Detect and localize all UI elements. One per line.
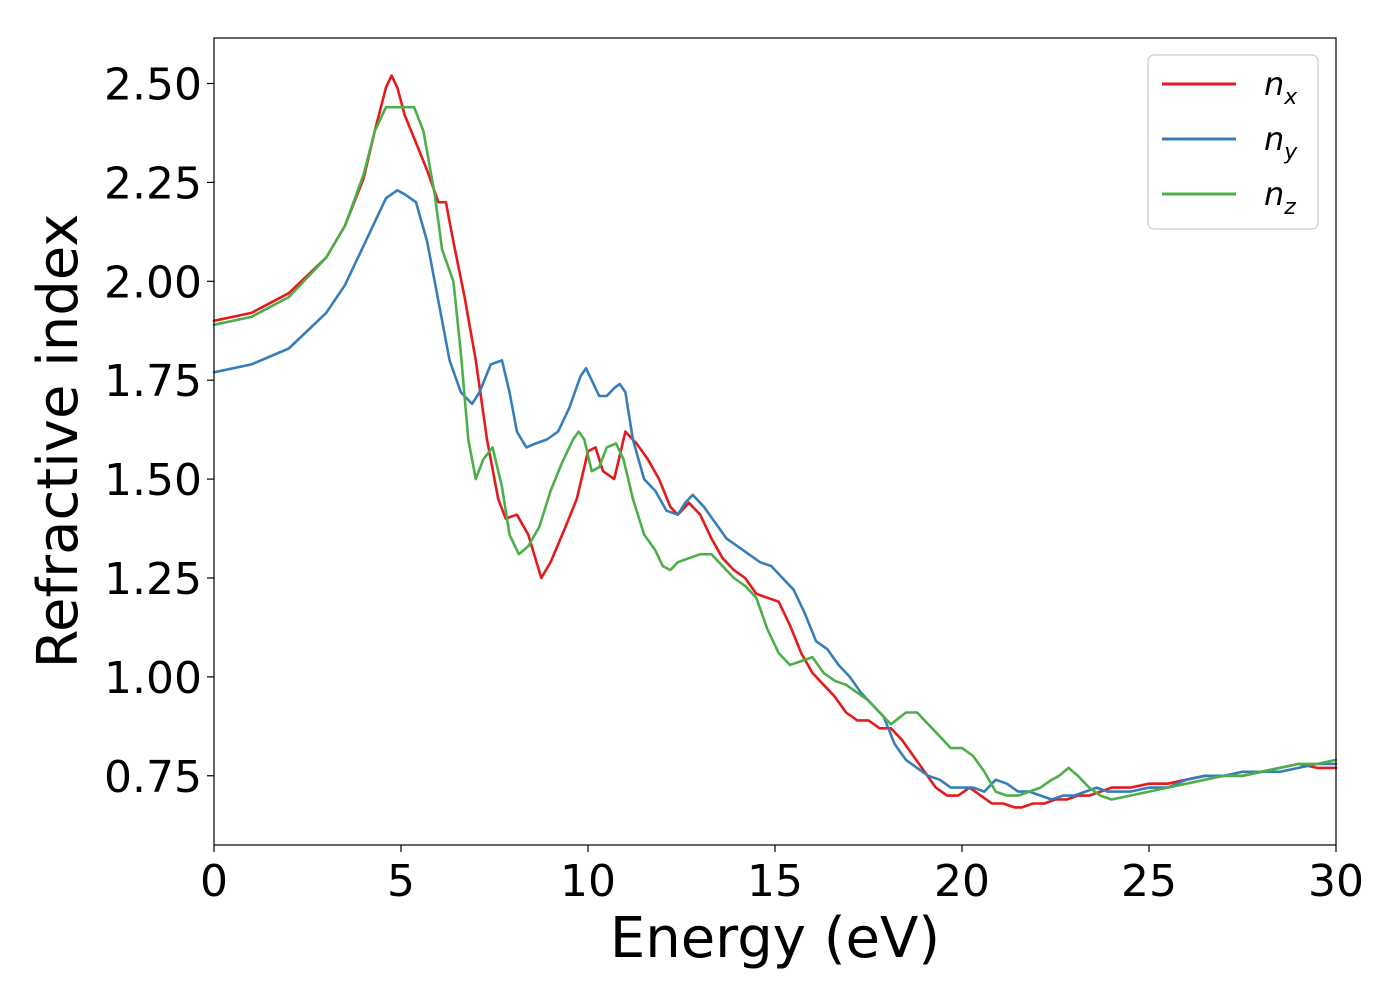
legend-label-z: nz <box>1264 175 1296 220</box>
y-tick-label: 1.00 <box>104 653 202 704</box>
x-tick-label: 0 <box>200 856 228 907</box>
y-axis-ticks: 0.75 1.00 1.25 1.50 1.75 2.00 2.25 2.50 <box>104 59 214 803</box>
legend-label-y: ny <box>1264 120 1298 165</box>
y-tick-label: 2.25 <box>104 158 202 209</box>
x-tick-label: 25 <box>1121 856 1177 907</box>
y-tick-label: 1.50 <box>104 455 202 506</box>
y-axis-title: Refractive index <box>26 214 91 669</box>
y-tick-label: 1.75 <box>104 356 202 407</box>
legend-label-x: nx <box>1264 65 1298 110</box>
x-axis-title: Energy (eV) <box>610 906 940 971</box>
x-tick-label: 20 <box>934 856 990 907</box>
x-tick-label: 5 <box>387 856 415 907</box>
series-line-z <box>212 105 1338 801</box>
legend-box <box>1147 54 1319 230</box>
y-tick-label: 2.00 <box>104 257 202 308</box>
series-layer <box>212 74 1338 809</box>
legend-entries: nx ny nz <box>1162 65 1298 220</box>
x-tick-label: 30 <box>1308 856 1364 907</box>
series-line-x <box>212 74 1338 809</box>
y-tick-label: 1.25 <box>104 554 202 605</box>
x-tick-label: 10 <box>560 856 616 907</box>
y-tick-label: 0.75 <box>104 752 202 803</box>
series-line-y <box>212 189 1338 801</box>
y-tick-label: 2.50 <box>104 59 202 110</box>
x-tick-label: 15 <box>747 856 803 907</box>
x-axis-ticks: 0 5 10 15 20 25 30 <box>200 845 1364 907</box>
legend: nx ny nz <box>1147 54 1319 230</box>
